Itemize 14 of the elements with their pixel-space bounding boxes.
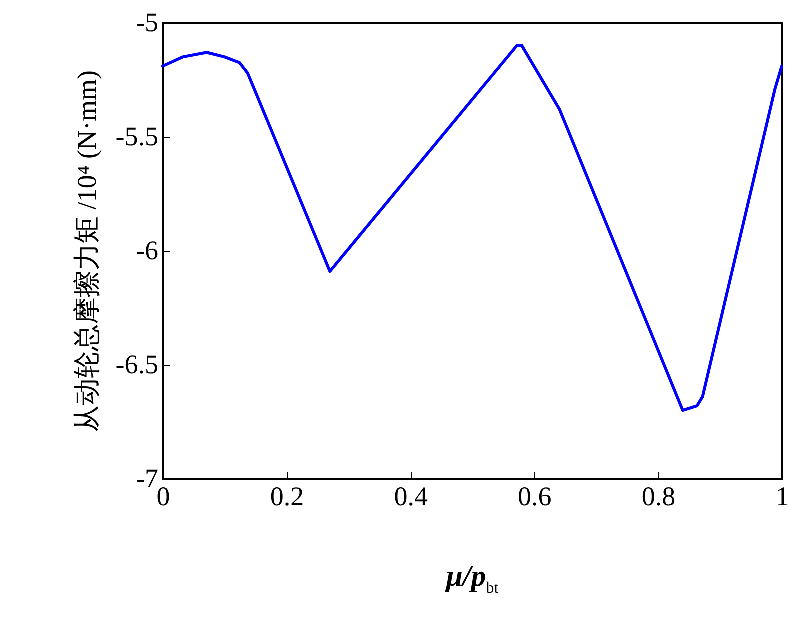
x-axis-title: μ/p$_{bt}$ bbox=[444, 560, 500, 598]
y-tick-label: -5 bbox=[136, 8, 158, 38]
x-tick-label: 0.4 bbox=[394, 482, 428, 512]
y-tick-label: -6 bbox=[136, 236, 158, 266]
x-tick-label: 0.8 bbox=[642, 482, 676, 512]
x-tick-label: 0.2 bbox=[270, 482, 304, 512]
y-axis-title: 从动轮总摩擦力矩 /10⁴ (N·mm) bbox=[72, 70, 102, 432]
x-tick-label: 0 bbox=[156, 482, 170, 512]
y-tick-label: -7 bbox=[136, 464, 158, 494]
x-tick-label: 0.6 bbox=[518, 482, 552, 512]
y-tick-label: -5.5 bbox=[116, 122, 158, 152]
x-tick-label: 1 bbox=[776, 482, 790, 512]
line-series bbox=[162, 44, 784, 412]
y-tick-label: -6.5 bbox=[116, 350, 158, 380]
